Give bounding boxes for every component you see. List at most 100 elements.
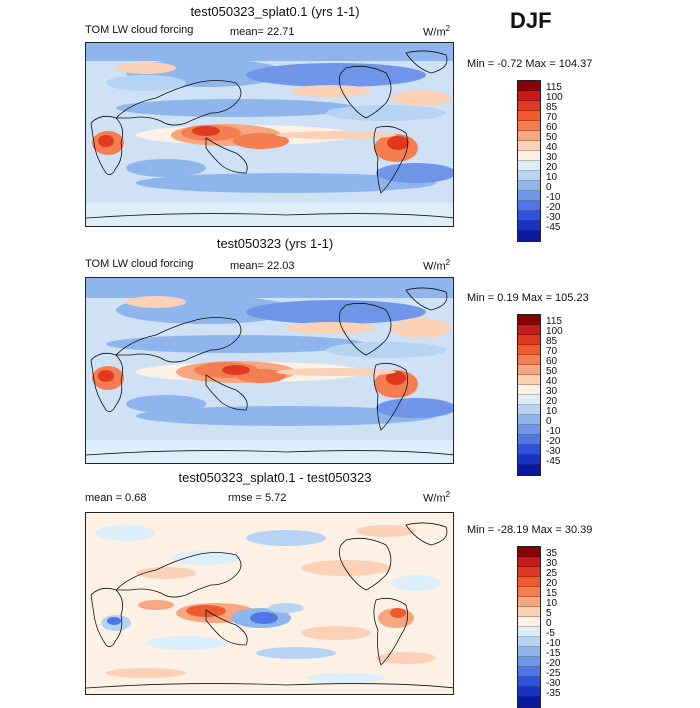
- colorbar-swatch: [518, 211, 540, 221]
- colorbar-swatch: [518, 121, 540, 131]
- colorbar-tick-label: 10: [546, 598, 558, 609]
- colorbar-swatch: [518, 657, 540, 667]
- panel-3-title: test050323_splat0.1 - test050323: [178, 470, 372, 485]
- colorbar-tick-label: 70: [546, 112, 558, 123]
- colorbar-swatch: [518, 667, 540, 677]
- colorbar-tick-label: 20: [546, 578, 558, 589]
- colorbar-tick-label: -20: [546, 436, 561, 447]
- panel-2-colorbar: [517, 314, 541, 476]
- colorbar-tick-label: 115: [546, 316, 562, 327]
- panel-3-colorbar-labels: 35 30 25 20 15 10 5 0 -5 -10 -15 -20 -25 -30 -35: [546, 549, 560, 699]
- colorbar-swatch: [518, 101, 540, 111]
- colorbar-tick-label: 30: [546, 386, 558, 397]
- colorbar-tick-label: 85: [546, 336, 558, 347]
- colorbar-swatch: [518, 81, 540, 91]
- colorbar-swatch: [518, 637, 540, 647]
- panel-2-colorbar-labels: 115 100 85 70 60 50 40 30 20 10 0 -10 -20 -30 -45: [546, 317, 563, 467]
- colorbar-swatch: [518, 607, 540, 617]
- panel-3-rmse-label: rmse = 5.72: [228, 492, 287, 504]
- colorbar-swatch: [518, 627, 540, 637]
- panel-1-colorbar-labels: 115 100 85 70 60 50 40 30 20 10 0 -10 -20 -30 -45: [546, 83, 563, 233]
- colorbar-swatch: [518, 395, 540, 405]
- panel-3-minmax: Min = -28.19 Max = 30.39: [467, 524, 593, 536]
- panel-1-colorbar: [517, 80, 541, 242]
- colorbar-swatch: [518, 577, 540, 587]
- colorbar-swatch: [518, 405, 540, 415]
- colorbar-swatch: [518, 435, 540, 445]
- colorbar-tick-label: 35: [546, 548, 558, 559]
- colorbar-swatch: [518, 171, 540, 181]
- colorbar-swatch: [518, 375, 540, 385]
- colorbar-swatch: [518, 617, 540, 627]
- panel-3-units: W/m2: [423, 490, 451, 505]
- panel-1-variable-label: TOM LW cloud forcing: [85, 24, 194, 36]
- colorbar-tick-label: -25: [546, 668, 561, 679]
- colorbar-tick-label: -30: [546, 446, 561, 457]
- colorbar-swatch: [518, 355, 540, 365]
- colorbar-tick-label: -45: [546, 456, 561, 467]
- colorbar-tick-label: 50: [546, 366, 558, 377]
- colorbar-tick-label: 25: [546, 568, 558, 579]
- colorbar-tick-label: -30: [546, 212, 561, 223]
- colorbar-swatch: [518, 687, 540, 697]
- panel-3-map-svg: [86, 513, 453, 694]
- colorbar-tick-label: 40: [546, 376, 558, 387]
- panel-2-variable-label: TOM LW cloud forcing: [85, 258, 194, 270]
- colorbar-tick-label: 115: [546, 82, 562, 93]
- colorbar-swatch: [518, 181, 540, 191]
- panel-1-map-svg: [86, 43, 453, 226]
- colorbar-swatch: [518, 325, 540, 335]
- colorbar-swatch: [518, 445, 540, 455]
- colorbar-tick-label: 30: [546, 558, 558, 569]
- colorbar-tick-label: -35: [546, 688, 561, 699]
- colorbar-swatch: [518, 597, 540, 607]
- panel-2-map-svg: [86, 278, 453, 463]
- colorbar-swatch: [518, 151, 540, 161]
- colorbar-swatch: [518, 345, 540, 355]
- colorbar-tick-label: 20: [546, 162, 558, 173]
- colorbar-tick-label: 0: [546, 618, 552, 629]
- colorbar-tick-label: -30: [546, 678, 561, 689]
- panel-1-minmax: Min = -0.72 Max = 104.37: [467, 58, 593, 70]
- panel-1-title: test050323_splat0.1 (yrs 1-1): [190, 4, 360, 19]
- colorbar-swatch: [518, 587, 540, 597]
- colorbar-tick-label: -45: [546, 222, 561, 233]
- panel-1-map: [85, 42, 454, 227]
- colorbar-tick-label: 60: [546, 122, 558, 133]
- colorbar-swatch: [518, 385, 540, 395]
- panel-3-mean-label: mean = 0.68: [85, 492, 147, 504]
- colorbar-tick-label: 70: [546, 346, 558, 357]
- colorbar-tick-label: 0: [546, 416, 552, 427]
- colorbar-swatch: [518, 697, 540, 707]
- panel-2-minmax: Min = 0.19 Max = 105.23: [467, 292, 589, 304]
- colorbar-swatch: [518, 415, 540, 425]
- panel-2-map: [85, 277, 454, 464]
- colorbar-tick-label: 100: [546, 326, 563, 337]
- panel-1-units: W/m2: [423, 24, 451, 39]
- colorbar-tick-label: 10: [546, 172, 558, 183]
- panel-2-title: test050323 (yrs 1-1): [216, 236, 334, 251]
- season-label: DJF: [510, 8, 552, 33]
- colorbar-swatch: [518, 221, 540, 231]
- colorbar-tick-label: 30: [546, 152, 558, 163]
- colorbar-tick-label: -20: [546, 658, 561, 669]
- panel-2-units: W/m2: [423, 258, 451, 273]
- colorbar-tick-label: -10: [546, 192, 561, 203]
- panel-3-colorbar: [517, 546, 541, 708]
- colorbar-tick-label: -20: [546, 202, 561, 213]
- colorbar-swatch: [518, 365, 540, 375]
- colorbar-swatch: [518, 161, 540, 171]
- colorbar-tick-label: -10: [546, 426, 561, 437]
- colorbar-tick-label: 15: [546, 588, 558, 599]
- colorbar-swatch: [518, 315, 540, 325]
- colorbar-tick-label: 10: [546, 406, 558, 417]
- colorbar-tick-label: -10: [546, 638, 561, 649]
- colorbar-swatch: [518, 567, 540, 577]
- colorbar-swatch: [518, 111, 540, 121]
- colorbar-swatch: [518, 141, 540, 151]
- colorbar-tick-label: 50: [546, 132, 558, 143]
- colorbar-swatch: [518, 465, 540, 475]
- colorbar-swatch: [518, 455, 540, 465]
- colorbar-swatch: [518, 425, 540, 435]
- colorbar-swatch: [518, 557, 540, 567]
